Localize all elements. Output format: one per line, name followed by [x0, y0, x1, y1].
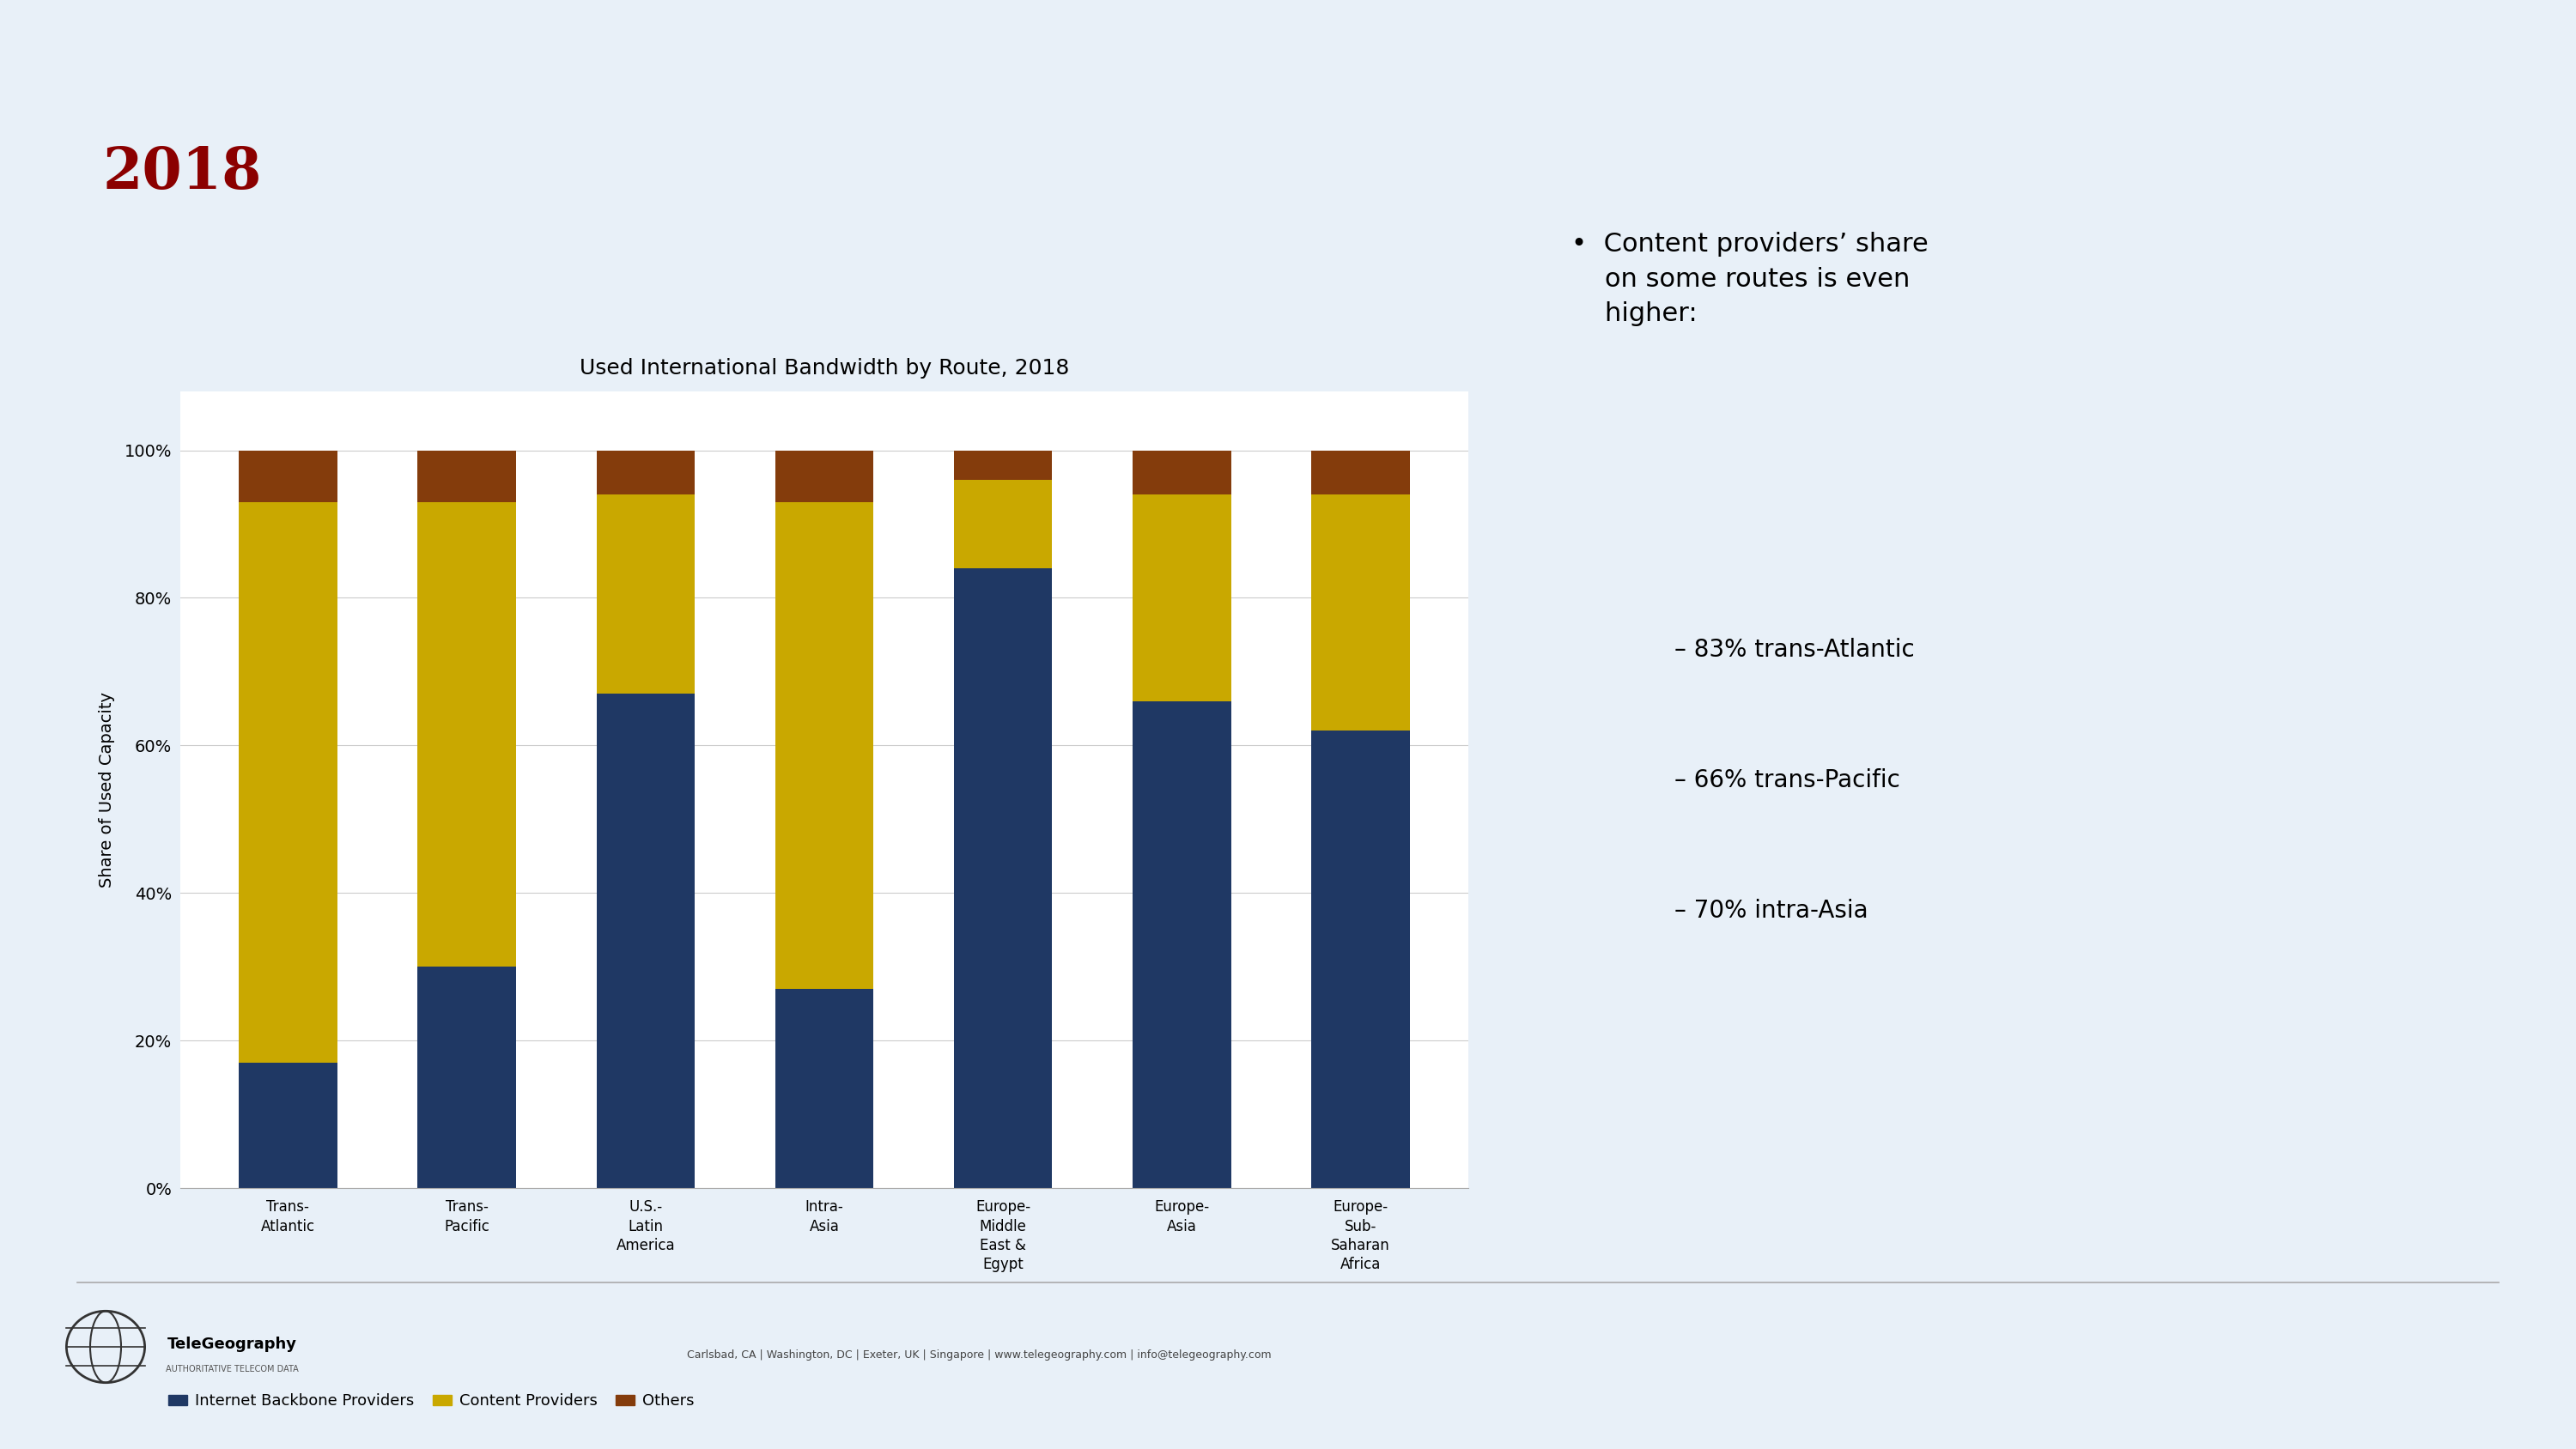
Bar: [1133, 451, 1231, 494]
Text: – 66% trans-Pacific: – 66% trans-Pacific: [1674, 768, 1901, 793]
Y-axis label: Share of Used Capacity: Share of Used Capacity: [98, 691, 116, 888]
Bar: [1133, 494, 1231, 701]
Text: •  Content providers’ share
    on some routes is even
    higher:: • Content providers’ share on some route…: [1571, 232, 1929, 326]
Bar: [1311, 730, 1409, 1188]
Text: TeleGeography: TeleGeography: [167, 1337, 296, 1352]
Bar: [953, 568, 1051, 1188]
Bar: [240, 1062, 337, 1188]
Bar: [1311, 451, 1409, 494]
Bar: [240, 501, 337, 1062]
Bar: [417, 501, 515, 966]
Bar: [775, 988, 873, 1188]
Bar: [1133, 701, 1231, 1188]
Text: – 83% trans-Atlantic: – 83% trans-Atlantic: [1674, 638, 1914, 662]
Bar: [1311, 494, 1409, 730]
Text: Carlsbad, CA | Washington, DC | Exeter, UK | Singapore | www.telegeography.com |: Carlsbad, CA | Washington, DC | Exeter, …: [688, 1349, 1270, 1361]
Title: Used International Bandwidth by Route, 2018: Used International Bandwidth by Route, 2…: [580, 358, 1069, 378]
Bar: [598, 451, 696, 494]
Text: 2018: 2018: [103, 145, 263, 201]
Bar: [417, 451, 515, 501]
Bar: [598, 494, 696, 694]
Bar: [953, 451, 1051, 480]
Bar: [953, 480, 1051, 568]
Text: AUTHORITATIVE TELECOM DATA: AUTHORITATIVE TELECOM DATA: [165, 1365, 299, 1374]
Legend: Internet Backbone Providers, Content Providers, Others: Internet Backbone Providers, Content Pro…: [162, 1387, 701, 1416]
Bar: [598, 694, 696, 1188]
Bar: [417, 966, 515, 1188]
Bar: [240, 451, 337, 501]
Bar: [775, 451, 873, 501]
Text: – 70% intra-Asia: – 70% intra-Asia: [1674, 898, 1868, 923]
Bar: [775, 501, 873, 988]
